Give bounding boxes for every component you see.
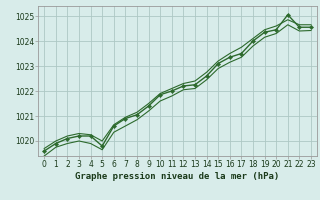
X-axis label: Graphe pression niveau de la mer (hPa): Graphe pression niveau de la mer (hPa) (76, 172, 280, 181)
